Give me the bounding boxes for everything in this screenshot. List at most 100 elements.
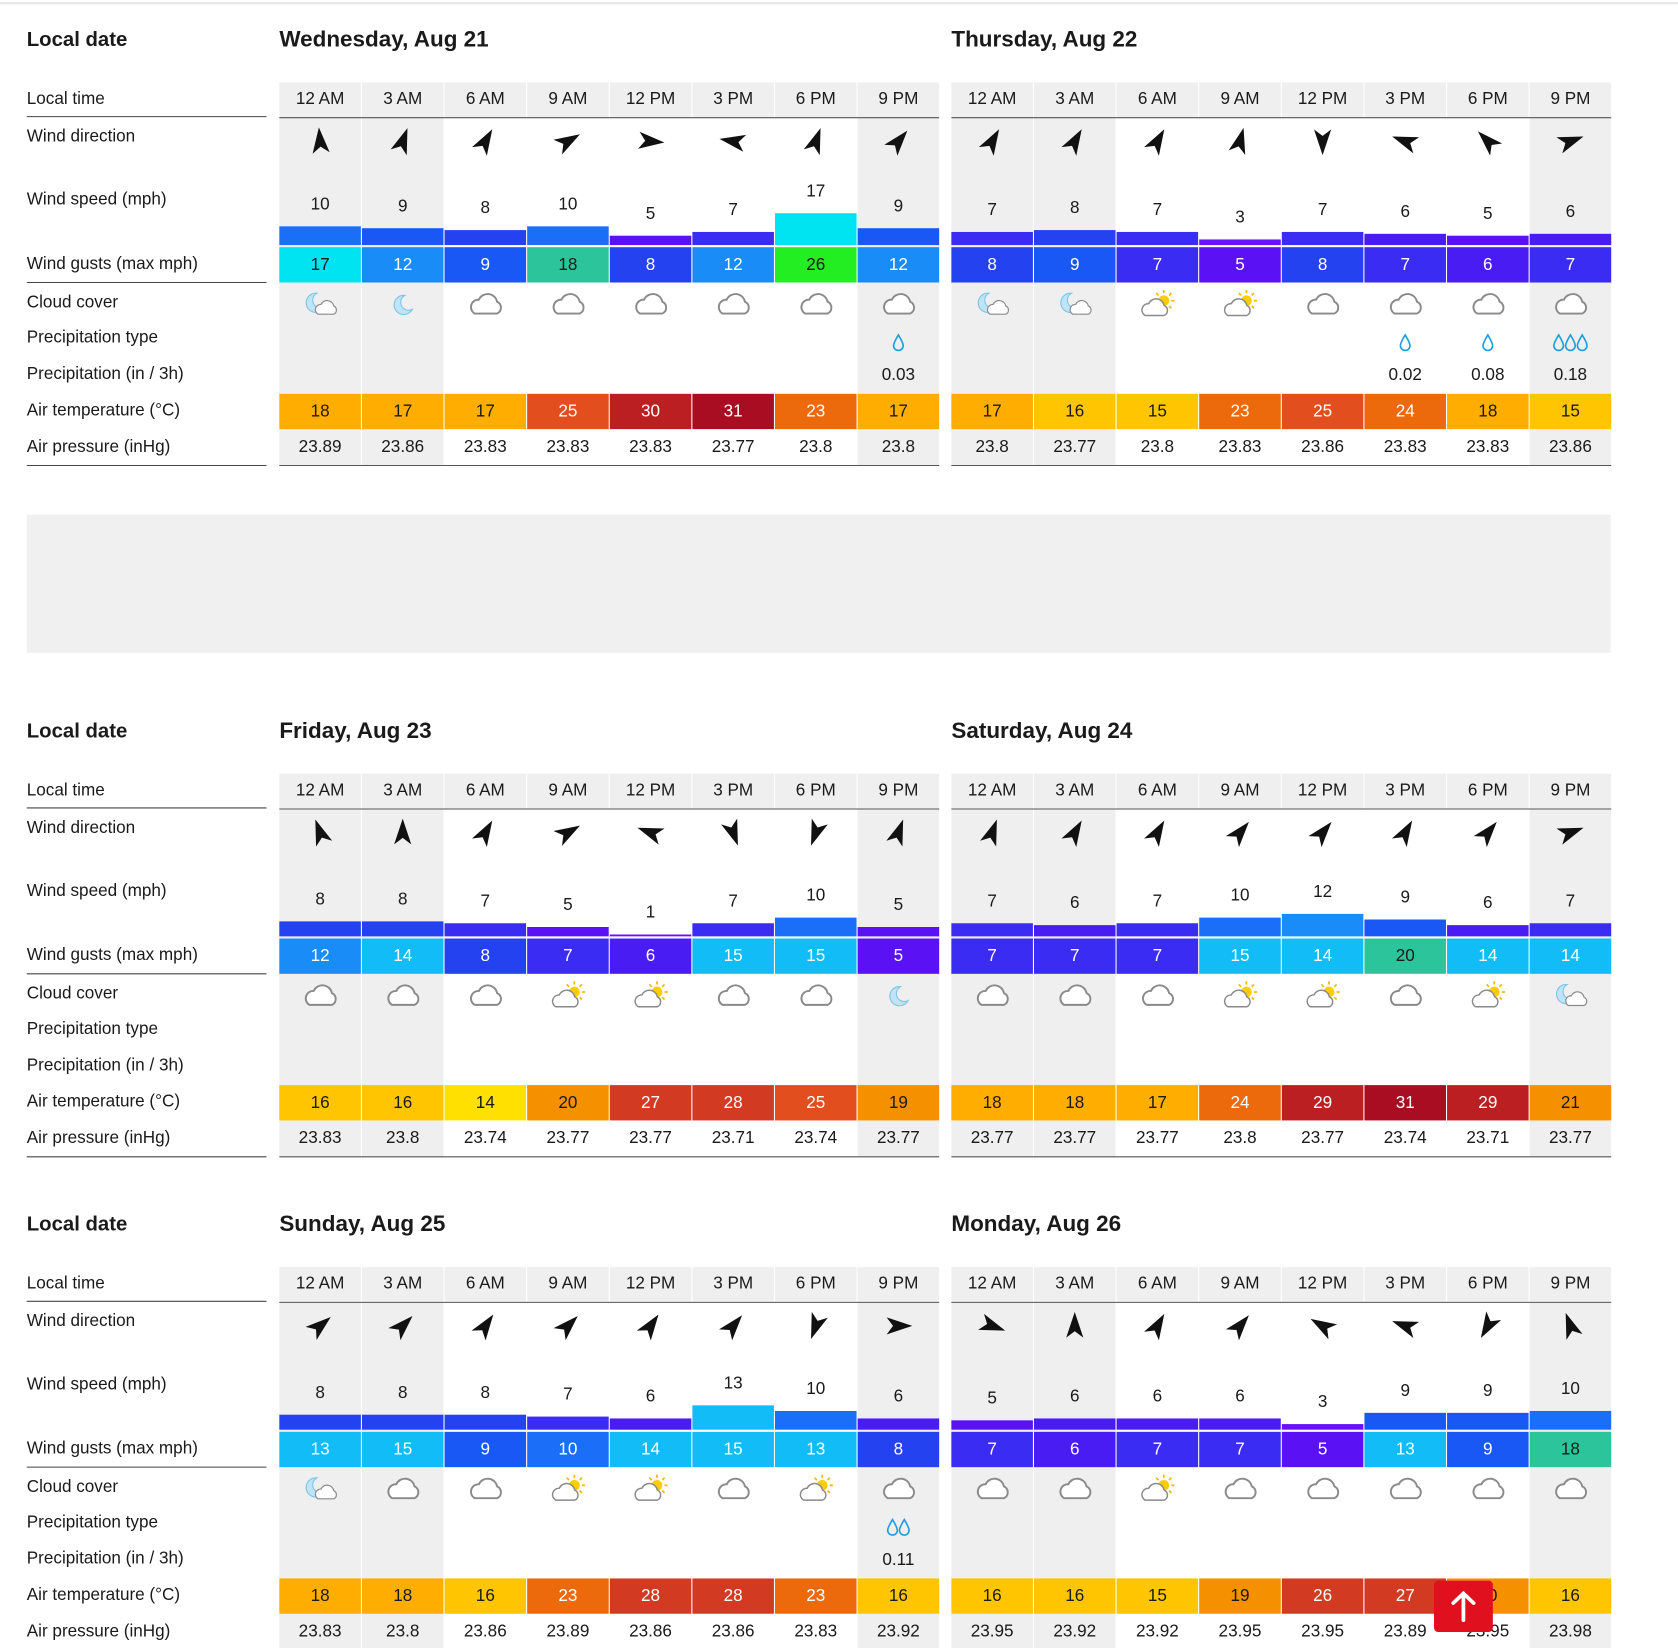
row-label: Wind gusts (max mph) [27,254,198,273]
gust-cell [444,1431,527,1468]
cloud [1307,1477,1340,1500]
arrow-shape [1477,131,1503,156]
temp: 17 [476,402,495,421]
time: 9 PM [878,89,918,108]
wind-bar [1447,925,1529,937]
pressure: 23.8 [386,1621,419,1640]
temp-cell [361,1085,444,1121]
row-label: Local date [27,29,128,51]
cloud-icon [800,293,833,315]
time: 3 AM [1055,1274,1094,1293]
temp-cell [279,1085,361,1121]
cloud-icon [1307,293,1340,315]
cloud-icon [1141,1474,1175,1501]
wind-speed: 9 [1400,1381,1410,1400]
wind-arrow [1310,1318,1338,1340]
precip: 0.02 [1389,365,1422,384]
wind-arrow [884,130,908,156]
gust: 7 [1153,1440,1163,1459]
arrow-shape [553,1316,578,1341]
time: 6 PM [1468,1274,1508,1293]
drop [1576,333,1588,352]
wind-speed: 7 [563,1385,573,1404]
column-bg [527,82,609,118]
temp: 18 [983,1093,1002,1112]
wind-bar [609,1418,692,1430]
row-label: Wind speed (mph) [27,1374,167,1393]
pressure: 23.86 [1549,437,1592,456]
gust-cell [857,938,940,974]
sun-ray [1251,983,1255,988]
column-bg [444,1267,527,1303]
wind-arrow [978,129,1000,156]
wind-bar [1281,231,1364,246]
gust-cell [775,247,857,283]
wind-bar [1364,233,1446,246]
pressure: 23.83 [299,1621,342,1640]
cloud-icon [552,293,585,315]
wind-arrow [811,1311,828,1339]
precip-drops [1553,333,1588,352]
temp: 17 [1148,1093,1167,1112]
arrow-shape [1392,1321,1420,1338]
wind-arrow [1061,820,1082,848]
wind-bar [1033,1418,1116,1430]
gust-cell [1447,938,1529,974]
cloud [717,984,750,1006]
pressure: 23.86 [464,1621,507,1640]
row-label: Cloud cover [27,292,119,311]
temp-cell [692,393,774,430]
wind-bar [444,230,527,246]
row-label: Precipitation (in / 3h) [27,364,184,383]
cloud-icon [1142,984,1174,1006]
sun-ray [1168,1490,1172,1494]
wind-arrow [1392,136,1420,154]
wind-arrow [1144,820,1165,848]
wind-speed: 6 [1070,1387,1080,1406]
row-label: Wind direction [27,818,135,837]
pressure: 23.83 [1219,437,1262,456]
gust-cell [361,938,444,974]
wind-speed: 6 [1400,202,1410,221]
gust-cell [775,1431,857,1468]
pressure: 23.95 [1219,1621,1262,1640]
pressure: 23.77 [877,1128,920,1147]
pressure: 23.8 [975,437,1008,456]
arrow-shape [1473,821,1497,848]
column-bg [444,82,527,118]
pressure: 23.8 [386,1128,419,1147]
gust-cell [692,247,774,283]
column-bg [609,773,692,810]
gust: 7 [1153,946,1163,965]
gust-cell [609,1431,692,1468]
wind-arrow [637,827,665,845]
cloud [1472,293,1505,315]
gust-cell [1447,1431,1529,1468]
gust-cell [609,938,692,974]
wind-speed: 5 [563,895,573,914]
pressure: 23.8 [799,437,832,456]
precip-drops [886,1518,910,1536]
time: 12 AM [296,1274,345,1293]
scroll-top-button[interactable] [1433,1580,1493,1632]
wind-arrow [811,818,828,846]
gust: 15 [1230,946,1249,965]
precip: 0.18 [1554,365,1587,384]
wind-bar [1447,235,1529,246]
wind-bar [527,226,609,246]
wind-bar [1199,1418,1281,1430]
gust: 17 [311,255,330,274]
sun-ray [1333,983,1338,988]
cloud-icon [1307,1477,1340,1500]
wind-bar [951,1420,1033,1430]
cloud [800,293,833,315]
wind-bar [1281,1424,1364,1430]
wind-arrow [1473,821,1497,848]
cloud [1389,984,1422,1006]
wind-bar [1529,923,1612,937]
wind-speed: 6 [646,1387,656,1406]
time: 12 PM [1298,780,1347,799]
wind-bar [527,927,609,937]
gust: 7 [1235,1440,1245,1459]
